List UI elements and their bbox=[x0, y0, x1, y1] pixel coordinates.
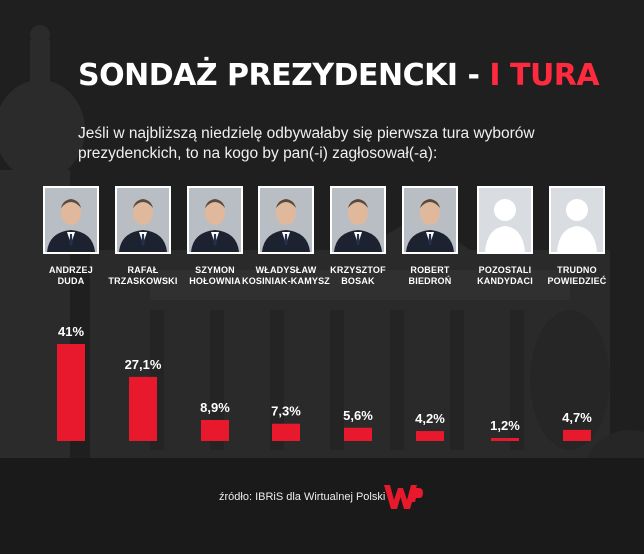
candidate-name-line2: KOSINIAK-KAMYSZ bbox=[242, 276, 330, 286]
candidate-photo bbox=[402, 186, 458, 254]
bar-value-label: 41% bbox=[58, 324, 84, 339]
candidate-name: KRZYSZTOF BOSAK bbox=[308, 265, 408, 287]
portrait-icon bbox=[260, 188, 312, 252]
bar bbox=[491, 438, 519, 441]
silhouette-icon bbox=[479, 188, 531, 252]
bar-value-label: 8,9% bbox=[200, 400, 230, 415]
candidate-name-line2: BOSAK bbox=[341, 276, 375, 286]
title-accent: I TURA bbox=[489, 58, 600, 93]
portrait-icon bbox=[45, 188, 97, 252]
candidate-name-line2: TRZASKOWSKI bbox=[108, 276, 178, 286]
bar bbox=[57, 344, 85, 441]
candidate-name-line2: BIEDROŃ bbox=[408, 276, 452, 286]
candidate-name-line1: RAFAŁ bbox=[127, 265, 159, 275]
candidate-photo-placeholder bbox=[477, 186, 533, 254]
candidate-name-line2: HOŁOWNIA bbox=[189, 276, 241, 286]
candidate-name-line2: POWIEDZIEĆ bbox=[547, 276, 607, 286]
source-note: źródło: IBRiS dla Wirtualnej Polski bbox=[219, 491, 386, 503]
candidate-photo bbox=[187, 186, 243, 254]
candidate-photo bbox=[43, 186, 99, 254]
candidate-photo bbox=[330, 186, 386, 254]
candidate-photo bbox=[115, 186, 171, 254]
candidate-name-line1: TRUDNO bbox=[557, 265, 597, 275]
candidate-name: RAFAŁ TRZASKOWSKI bbox=[93, 265, 193, 287]
candidate-name-line2: DUDA bbox=[57, 276, 85, 286]
candidate-name-line2: KANDYDACI bbox=[477, 276, 533, 286]
portrait-icon bbox=[404, 188, 456, 252]
page-title: SONDAŻ PREZYDENCKI - I TURA bbox=[78, 56, 600, 96]
candidate-name: TRUDNO POWIEDZIEĆ bbox=[527, 265, 627, 287]
silhouette-icon bbox=[551, 188, 603, 252]
candidate-name: POZOSTALI KANDYDACI bbox=[455, 265, 555, 287]
bar-value-label: 27,1% bbox=[125, 357, 162, 372]
candidate-name: ROBERT BIEDROŃ bbox=[380, 265, 480, 287]
candidate-name: WŁADYSŁAW KOSINIAK-KAMYSZ bbox=[236, 265, 336, 287]
wp-logo bbox=[384, 485, 423, 509]
subtitle: Jeśli w najbliższą niedzielę odbywałaby … bbox=[78, 125, 535, 162]
bar bbox=[563, 429, 591, 441]
candidate-name-line1: ANDRZEJ bbox=[49, 265, 93, 275]
bar bbox=[129, 376, 157, 441]
candidate-name-line1: ROBERT bbox=[410, 265, 450, 275]
candidate-name-line1: WŁADYSŁAW bbox=[255, 265, 317, 275]
bar-value-label: 4,7% bbox=[562, 410, 592, 425]
bar bbox=[416, 431, 444, 441]
bar-value-label: 4,2% bbox=[415, 411, 445, 426]
candidate-photo bbox=[258, 186, 314, 254]
candidate-name-line1: POZOSTALI bbox=[478, 265, 532, 275]
bar-value-label: 1,2% bbox=[490, 418, 520, 433]
bar bbox=[201, 419, 229, 441]
candidate-name-line1: SZYMON bbox=[195, 265, 235, 275]
portrait-icon bbox=[332, 188, 384, 252]
bar-value-label: 5,6% bbox=[343, 408, 373, 423]
portrait-icon bbox=[189, 188, 241, 252]
candidate-photo-placeholder bbox=[549, 186, 605, 254]
bar bbox=[272, 423, 300, 441]
candidate-name-line1: KRZYSZTOF bbox=[330, 265, 386, 275]
candidate-name: ANDRZEJ DUDA bbox=[21, 265, 121, 287]
bar bbox=[344, 427, 372, 441]
title-main: SONDAŻ PREZYDENCKI - bbox=[78, 58, 490, 93]
bar-value-label: 7,3% bbox=[271, 404, 301, 419]
candidate-name: SZYMON HOŁOWNIA bbox=[165, 265, 265, 287]
portrait-icon bbox=[117, 188, 169, 252]
